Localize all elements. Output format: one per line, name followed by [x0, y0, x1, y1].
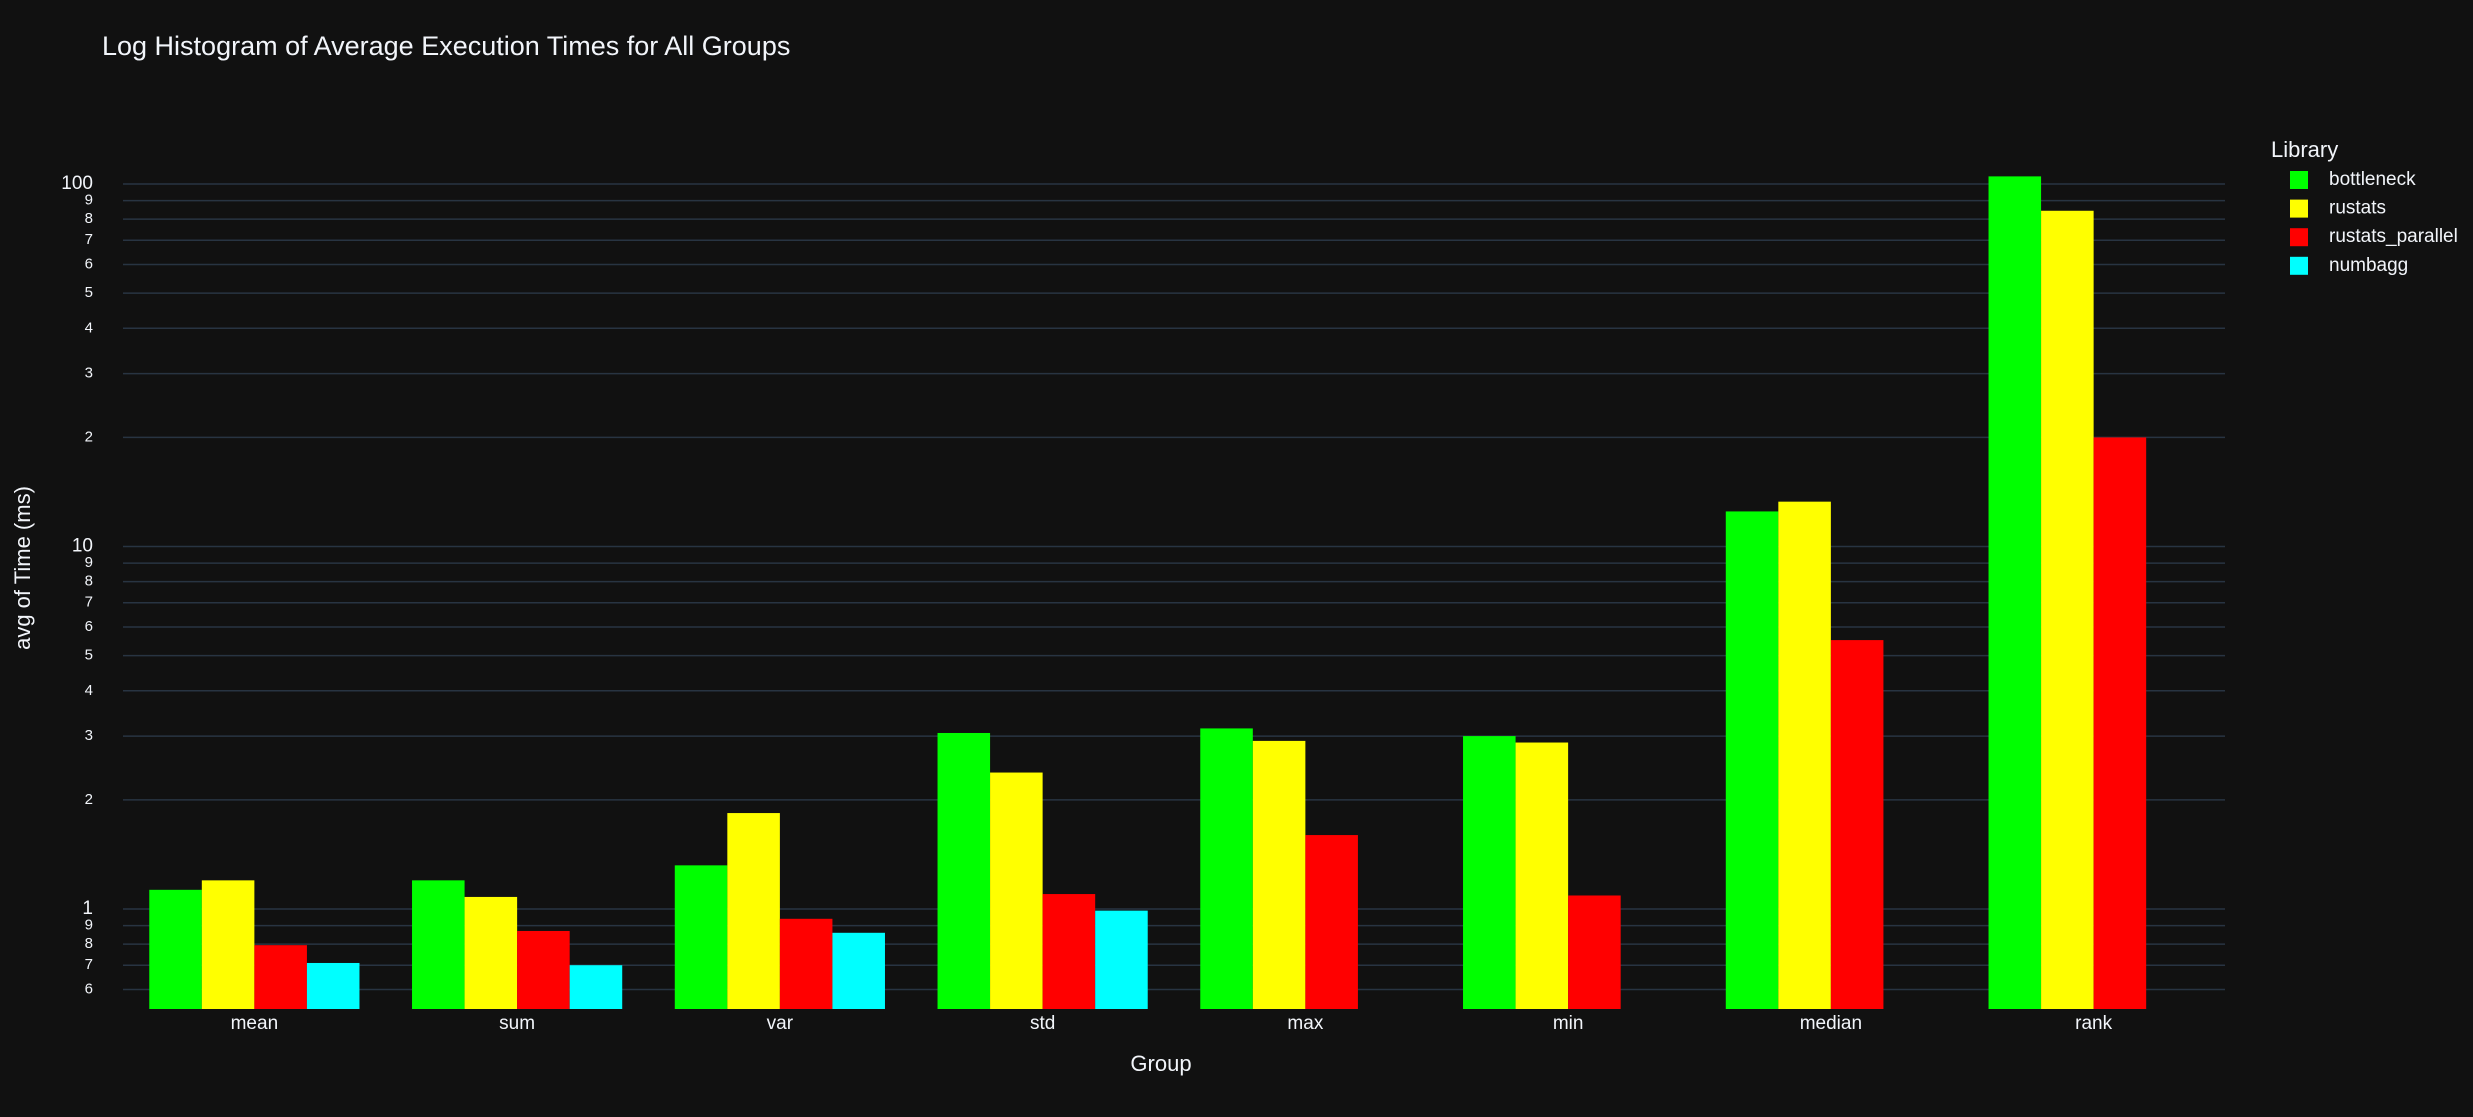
y-tick-label: 3	[85, 727, 93, 744]
y-tick-label: 4	[85, 682, 93, 699]
bar	[1725, 511, 1779, 1009]
bar	[1988, 176, 2042, 1009]
y-tick-label: 4	[85, 319, 93, 336]
bar	[1568, 895, 1621, 1009]
bar	[1305, 835, 1358, 1009]
bar	[937, 732, 991, 1009]
bar	[464, 896, 518, 1009]
y-tick-label: 3	[85, 365, 93, 382]
y-tick-label: 9	[85, 917, 93, 934]
y-tick-label: 1	[82, 898, 93, 919]
bar	[2093, 437, 2147, 1009]
x-tick-label: var	[767, 1013, 794, 1034]
bar	[149, 889, 202, 1009]
y-tick-label: 8	[85, 210, 93, 227]
y-tick-label: 5	[85, 647, 93, 664]
y-tick-label: 9	[85, 192, 93, 209]
y-tick-label: 5	[85, 284, 93, 301]
x-tick-label: mean	[231, 1013, 279, 1034]
bar	[517, 930, 570, 1009]
bar	[1252, 740, 1306, 1009]
x-axis-title: Group	[1130, 1051, 1191, 1076]
bar	[2041, 210, 2094, 1010]
x-tick-label: max	[1287, 1013, 1323, 1034]
y-tick-label: 2	[85, 428, 93, 445]
y-tick-label: 6	[85, 255, 93, 272]
y-tick-label: 6	[85, 618, 93, 635]
x-tick-label: median	[1800, 1013, 1862, 1034]
bar	[990, 772, 1043, 1009]
y-tick-label: 8	[85, 573, 93, 590]
x-tick-label: std	[1030, 1013, 1055, 1034]
x-tick-label: rank	[2075, 1013, 2112, 1034]
y-tick-label: 10	[72, 536, 93, 557]
legend-title: Library	[2271, 137, 2338, 162]
y-tick-label: 8	[85, 935, 93, 952]
legend-swatch	[2290, 256, 2308, 275]
bar	[779, 918, 833, 1009]
y-tick-label: 6	[85, 980, 93, 997]
bar	[1200, 728, 1253, 1009]
y-tick-label: 7	[85, 956, 93, 973]
legend-swatch	[2290, 228, 2308, 247]
chart-title: Log Histogram of Average Execution Times…	[102, 31, 790, 61]
bar	[254, 945, 307, 1009]
y-tick-label: 9	[85, 554, 93, 571]
x-tick-label: min	[1553, 1013, 1584, 1034]
y-tick-label: 100	[61, 173, 93, 194]
y-tick-label: 2	[85, 791, 93, 808]
legend-label: rustats_parallel	[2329, 226, 2458, 247]
legend-swatch	[2290, 171, 2308, 189]
y-tick-label: 7	[85, 231, 93, 248]
bar	[1463, 736, 1516, 1009]
x-tick-label: sum	[499, 1013, 535, 1034]
bar	[1042, 894, 1096, 1009]
bar	[306, 962, 360, 1009]
bar	[832, 932, 885, 1009]
bar	[1095, 910, 1148, 1009]
y-axis-title: avg of Time (ms)	[10, 486, 35, 650]
legend-swatch	[2290, 199, 2308, 218]
bar	[569, 965, 623, 1009]
bar	[1830, 640, 1884, 1009]
bar	[201, 880, 255, 1009]
legend-label: bottleneck	[2329, 169, 2416, 190]
bar	[727, 813, 780, 1009]
bar	[412, 880, 465, 1009]
bar	[1515, 742, 1569, 1009]
legend-label: numbagg	[2329, 255, 2408, 276]
bar	[1778, 501, 1831, 1009]
bar	[674, 865, 728, 1009]
legend-label: rustats	[2329, 198, 2386, 219]
y-tick-label: 7	[85, 594, 93, 611]
